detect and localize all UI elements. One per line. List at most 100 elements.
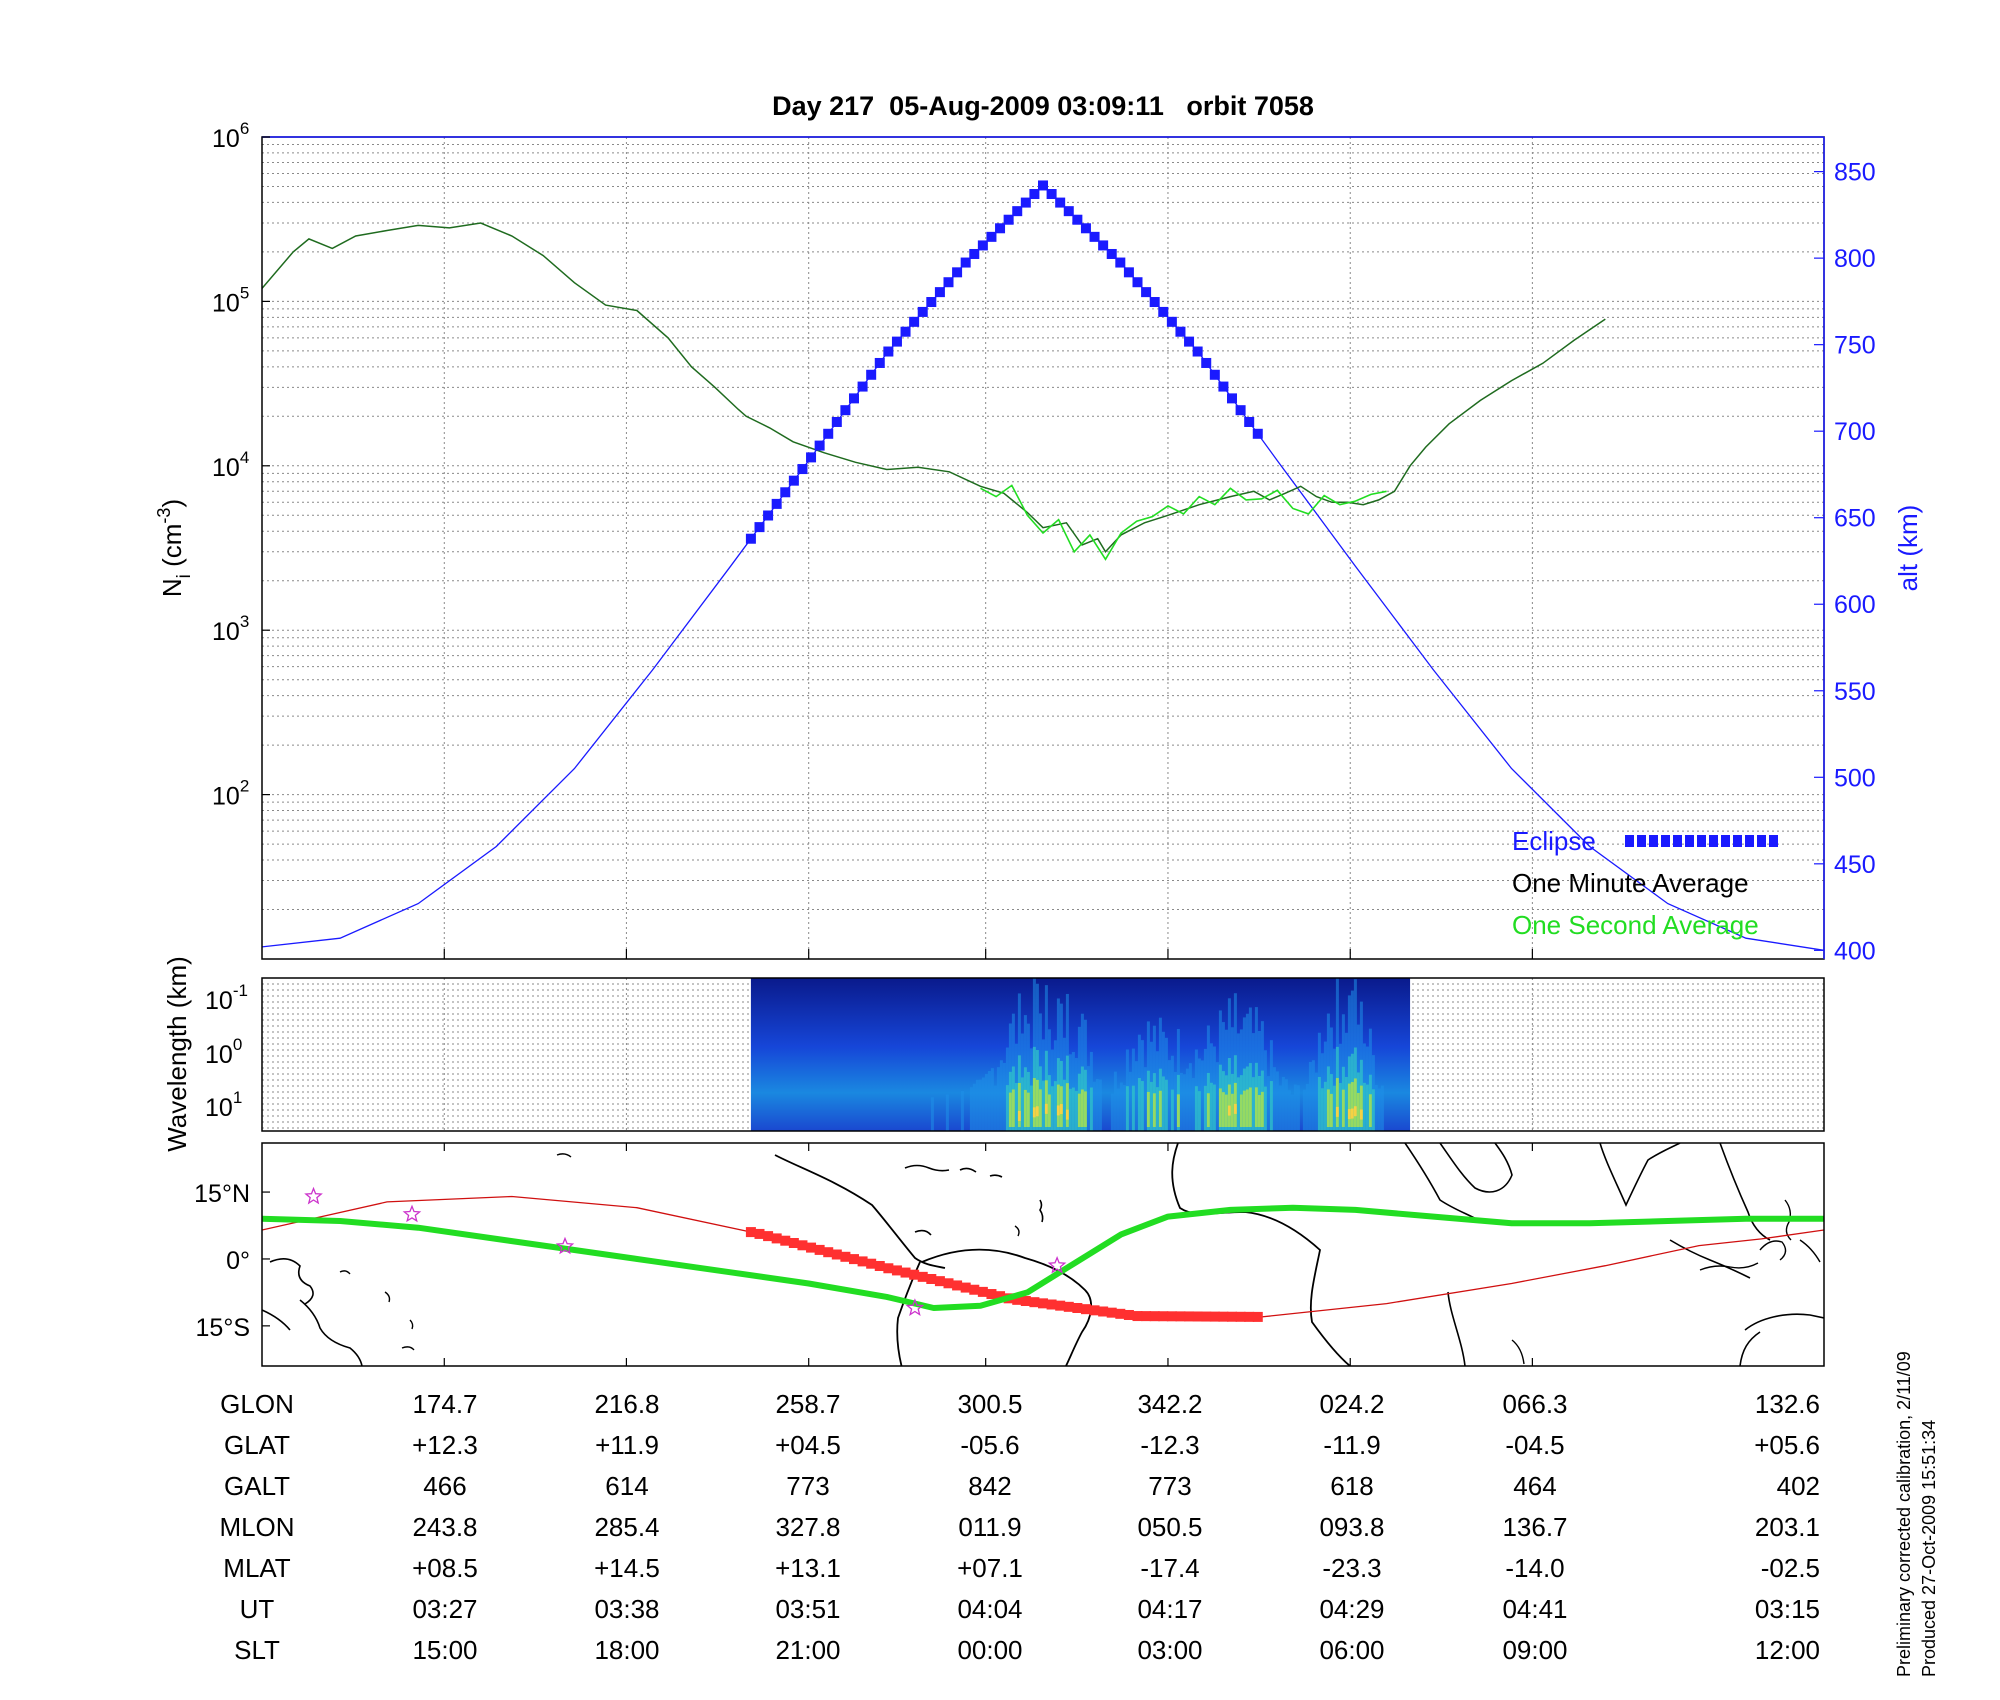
table-cell: 03:27 xyxy=(412,1594,477,1624)
eclipse-marker xyxy=(840,405,851,416)
y-tick-label: 102 xyxy=(212,777,249,811)
eclipse-marker xyxy=(1055,197,1066,208)
spectrogram-column xyxy=(1350,1108,1354,1119)
eclipse-marker xyxy=(797,464,808,475)
eclipse-track-marker xyxy=(960,1282,971,1293)
spectrogram-column xyxy=(1308,1061,1312,1131)
spectrogram-column xyxy=(930,1097,934,1131)
table-cell: 773 xyxy=(1148,1471,1191,1501)
spectrogram-column xyxy=(1215,1062,1219,1131)
spectrogram-column xyxy=(1275,1071,1279,1131)
spectrogram-column xyxy=(1092,1081,1096,1131)
spectrogram-column xyxy=(1041,1080,1045,1131)
spectrogram-column xyxy=(1158,1090,1162,1127)
spectrogram-column xyxy=(1353,1078,1357,1127)
spectrogram-column xyxy=(1179,1072,1183,1131)
spectrogram-column xyxy=(1182,1074,1186,1131)
eclipse-marker xyxy=(1244,416,1255,427)
spectrogram-column xyxy=(1218,1088,1222,1127)
eclipse-track-marker xyxy=(977,1286,988,1297)
eclipse-marker xyxy=(1029,189,1040,200)
eclipse-track-marker xyxy=(763,1231,774,1242)
eclipse-marker xyxy=(848,393,859,404)
eclipse-track-marker xyxy=(1141,1311,1152,1322)
spectrogram-column xyxy=(1302,1089,1306,1131)
spectrogram-column xyxy=(1281,1076,1285,1131)
eclipse-marker xyxy=(1149,297,1160,308)
table-cell: 342.2 xyxy=(1137,1389,1202,1419)
spectrogram-column xyxy=(1335,1078,1339,1127)
spectrogram-column xyxy=(1098,1079,1102,1131)
spectrogram-column xyxy=(1356,1092,1360,1127)
spectrogram-column xyxy=(1035,1079,1039,1127)
spectrogram-column xyxy=(1293,1084,1297,1131)
spectrogram-column xyxy=(1350,1082,1354,1127)
eclipse-track-marker xyxy=(797,1240,808,1251)
table-cell: 12:00 xyxy=(1755,1635,1820,1665)
eclipse-marker xyxy=(917,306,928,317)
table-cell: +07.1 xyxy=(957,1553,1023,1583)
spectrogram-frame xyxy=(261,977,1825,1132)
spectrogram-column xyxy=(1248,1087,1252,1127)
y-right-tick-label: 500 xyxy=(1834,764,1876,792)
station-star-icon xyxy=(304,1186,323,1205)
eclipse-marker xyxy=(1072,214,1083,225)
eclipse-track-marker xyxy=(831,1249,842,1260)
table-cell: 464 xyxy=(1513,1471,1556,1501)
eclipse-track-marker xyxy=(1080,1304,1091,1315)
spectrogram-column xyxy=(1116,1088,1120,1131)
table-cell: 03:51 xyxy=(775,1594,840,1624)
eclipse-marker xyxy=(1235,405,1246,416)
eclipse-track-marker xyxy=(780,1235,791,1246)
table-cell: -14.0 xyxy=(1505,1553,1564,1583)
spectrogram-column xyxy=(1044,1080,1048,1127)
table-cell: 04:04 xyxy=(957,1594,1022,1624)
spectrogram-column xyxy=(1050,1086,1054,1131)
eclipse-marker xyxy=(1184,336,1195,347)
eclipse-marker xyxy=(1141,287,1152,298)
spectrogram-column xyxy=(1371,1089,1375,1131)
one-second-average-line xyxy=(980,484,1387,561)
eclipse-marker xyxy=(754,522,765,533)
table-cell: +04.5 xyxy=(775,1430,841,1460)
spectrogram-column xyxy=(1128,1071,1132,1131)
station-star-icon xyxy=(1047,1255,1067,1274)
table-cell: +05.6 xyxy=(1754,1430,1820,1460)
table-cell: 300.5 xyxy=(957,1389,1022,1419)
table-cell: 04:17 xyxy=(1137,1594,1202,1624)
eclipse-track-marker xyxy=(909,1269,920,1280)
table-cell: -11.9 xyxy=(1323,1430,1380,1460)
table-cell: 03:38 xyxy=(594,1594,659,1624)
y-tick-label: 104 xyxy=(212,448,249,482)
spectrogram-column xyxy=(1110,1093,1114,1131)
spectrogram-heatmap xyxy=(750,978,1411,1131)
table-cell: -12.3 xyxy=(1140,1430,1199,1460)
table-cell: 050.5 xyxy=(1137,1512,1202,1542)
spectrogram-column xyxy=(1155,1087,1159,1131)
station-star-icon xyxy=(555,1236,575,1255)
eclipse-marker xyxy=(780,487,791,498)
spectrogram-column xyxy=(1296,1085,1300,1131)
spectrogram-column xyxy=(981,1077,985,1131)
spectrogram-column xyxy=(1365,1084,1369,1131)
eclipse-marker xyxy=(1123,267,1134,278)
spectrogram-column xyxy=(1146,1091,1150,1127)
top-panel-ticks: 102 103 104 105 106 400 450 500 550 600 650 700 750 8… xyxy=(212,119,1876,965)
spectrogram-column xyxy=(1194,1086,1198,1131)
eclipse-marker xyxy=(926,297,937,308)
eclipse-marker xyxy=(1020,197,1031,208)
eclipse-marker xyxy=(969,248,980,259)
spectrogram-column xyxy=(1305,1083,1309,1131)
spectrogram-column xyxy=(1086,1066,1090,1131)
table-cell: 024.2 xyxy=(1319,1389,1384,1419)
eclipse-marker xyxy=(1098,240,1109,251)
spectrogram-column xyxy=(1209,1082,1213,1131)
table-row-label: UT xyxy=(240,1594,275,1624)
table-cell: 618 xyxy=(1330,1471,1373,1501)
spectrogram-column xyxy=(1224,1094,1228,1127)
y-right-tick-label: 850 xyxy=(1834,159,1876,187)
spectrogram-column xyxy=(1317,1076,1321,1131)
table-cell: 243.8 xyxy=(412,1512,477,1542)
chart-title: Day 217 05-Aug-2009 03:09:11 orbit 7058 xyxy=(772,91,1314,121)
eclipse-track-marker xyxy=(857,1256,868,1267)
